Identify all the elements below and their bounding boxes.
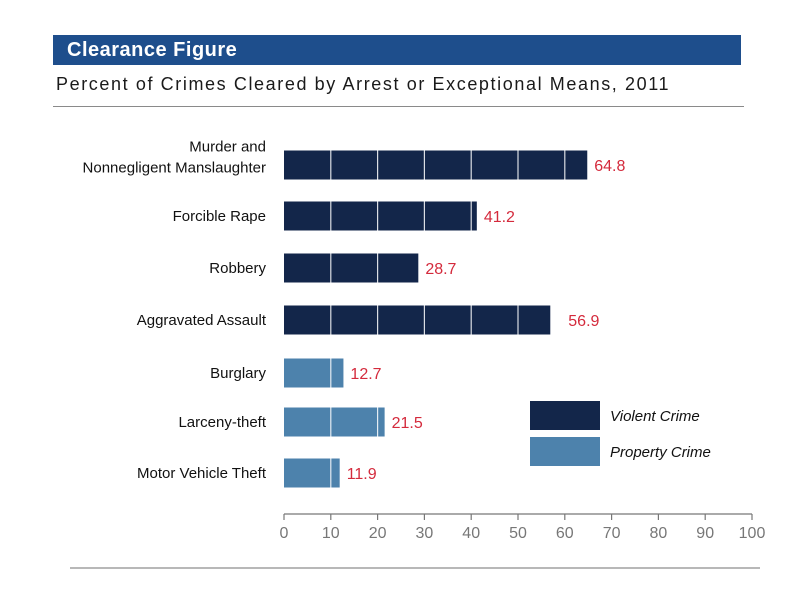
category-label-0: Nonnegligent Manslaughter bbox=[83, 160, 266, 177]
x-tick-label: 10 bbox=[322, 525, 340, 542]
category-label-0: Murder and bbox=[189, 139, 266, 156]
value-label-5: 21.5 bbox=[392, 415, 423, 432]
legend-label-violent: Violent Crime bbox=[610, 408, 700, 425]
legend-swatch-violent bbox=[530, 401, 600, 430]
bar-5 bbox=[284, 407, 385, 437]
category-label-2: Robbery bbox=[209, 260, 266, 277]
legend-label-property: Property Crime bbox=[610, 444, 711, 461]
value-label-6: 11.9 bbox=[347, 466, 377, 483]
x-tick-label: 70 bbox=[603, 525, 621, 542]
value-label-4: 12.7 bbox=[350, 366, 381, 383]
legend-swatch-property bbox=[530, 437, 600, 466]
footer-divider bbox=[70, 567, 760, 569]
bar-3 bbox=[284, 305, 551, 335]
x-tick-label: 30 bbox=[416, 525, 434, 542]
x-tick-label: 40 bbox=[462, 525, 480, 542]
figure-title-banner: Clearance Figure bbox=[53, 35, 741, 65]
value-label-0: 64.8 bbox=[594, 158, 625, 175]
category-label-1: Forcible Rape bbox=[173, 208, 266, 225]
bar-0 bbox=[284, 150, 588, 180]
figure-subtitle: Percent of Crimes Cleared by Arrest or E… bbox=[56, 74, 671, 94]
value-label-2: 28.7 bbox=[425, 261, 456, 278]
bar-2 bbox=[284, 253, 419, 283]
value-label-3: 56.9 bbox=[568, 313, 599, 330]
category-label-5: Larceny-theft bbox=[178, 414, 266, 431]
figure-title: Clearance Figure bbox=[67, 39, 238, 61]
bar-4 bbox=[284, 358, 344, 388]
x-tick-label: 80 bbox=[650, 525, 668, 542]
category-label-6: Motor Vehicle Theft bbox=[137, 465, 267, 482]
category-label-3: Aggravated Assault bbox=[137, 312, 267, 329]
header-divider bbox=[53, 106, 744, 107]
x-tick-label: 50 bbox=[509, 525, 527, 542]
x-tick-label: 100 bbox=[739, 525, 766, 542]
x-tick-label: 0 bbox=[280, 525, 289, 542]
x-tick-label: 60 bbox=[556, 525, 574, 542]
x-tick-label: 20 bbox=[369, 525, 387, 542]
value-label-1: 41.2 bbox=[484, 209, 515, 226]
x-tick-label: 90 bbox=[696, 525, 714, 542]
bar-1 bbox=[284, 201, 477, 231]
category-label-4: Burglary bbox=[210, 365, 266, 382]
